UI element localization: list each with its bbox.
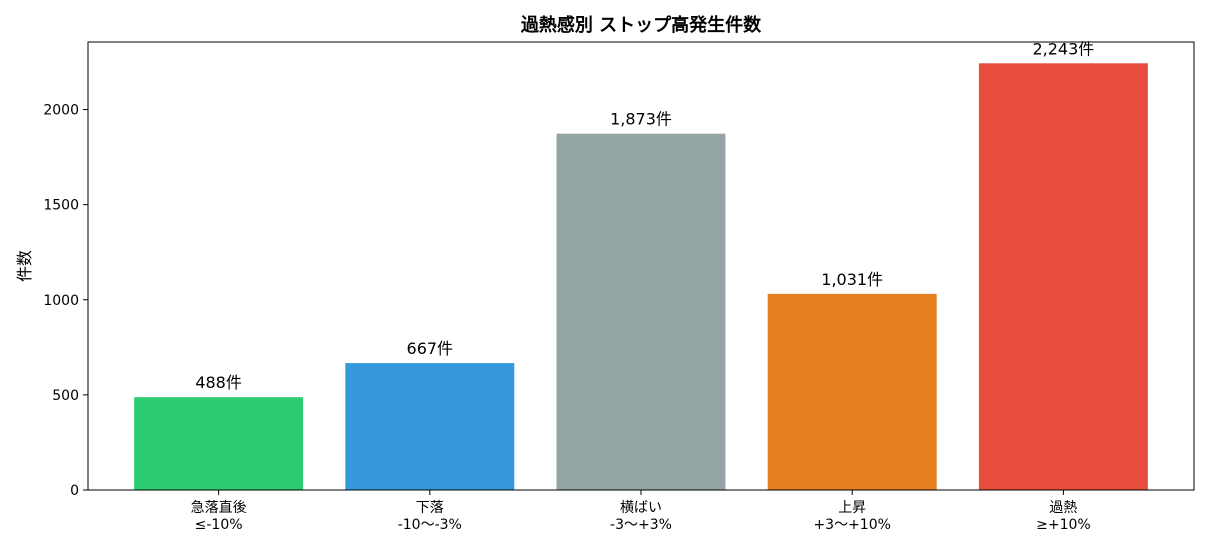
x-tick-label: -10〜-3%	[398, 517, 462, 533]
data-labels-group: 488件 667件 1,873件 1,031件 2,243件	[195, 39, 1094, 392]
y-axis: 0 500 1000 1500 2000	[43, 103, 88, 499]
y-tick-label: 500	[52, 388, 79, 404]
data-label: 2,243件	[1032, 39, 1094, 58]
x-tick-label: +3〜+10%	[813, 517, 891, 533]
x-tick-label: 横ばい	[620, 500, 662, 516]
data-label: 1,031件	[821, 270, 883, 289]
bar	[556, 133, 726, 490]
data-label: 488件	[195, 373, 242, 392]
plot-frame	[87, 41, 1195, 491]
bar	[345, 363, 515, 490]
x-tick-label: ≥+10%	[1036, 517, 1091, 533]
bar	[978, 63, 1148, 491]
y-tick-label: 1000	[43, 293, 79, 309]
y-axis-label: 件数	[15, 250, 34, 282]
y-tick-label: 1500	[43, 198, 79, 214]
x-axis: 急落直後≤-10% 下落-10〜-3% 横ばい-3〜+3% 上昇+3〜+10% 過熱≥+…	[191, 490, 1091, 533]
bars-group	[134, 63, 1148, 491]
x-tick-label: ≤-10%	[195, 517, 243, 533]
bar	[134, 397, 304, 490]
bar	[767, 293, 937, 490]
chart-title: 過熱感別 ストップ高発生件数	[521, 14, 762, 36]
y-tick-label: 2000	[43, 103, 79, 119]
x-tick-label: 急落直後	[191, 499, 247, 516]
y-tick-label: 0	[70, 483, 79, 499]
x-tick-label: 過熱	[1049, 500, 1077, 516]
data-label: 1,873件	[610, 110, 672, 129]
x-tick-label: 上昇	[838, 500, 866, 516]
data-label: 667件	[407, 339, 454, 358]
x-tick-label: 下落	[416, 500, 444, 516]
x-tick-label: -3〜+3%	[610, 517, 672, 533]
